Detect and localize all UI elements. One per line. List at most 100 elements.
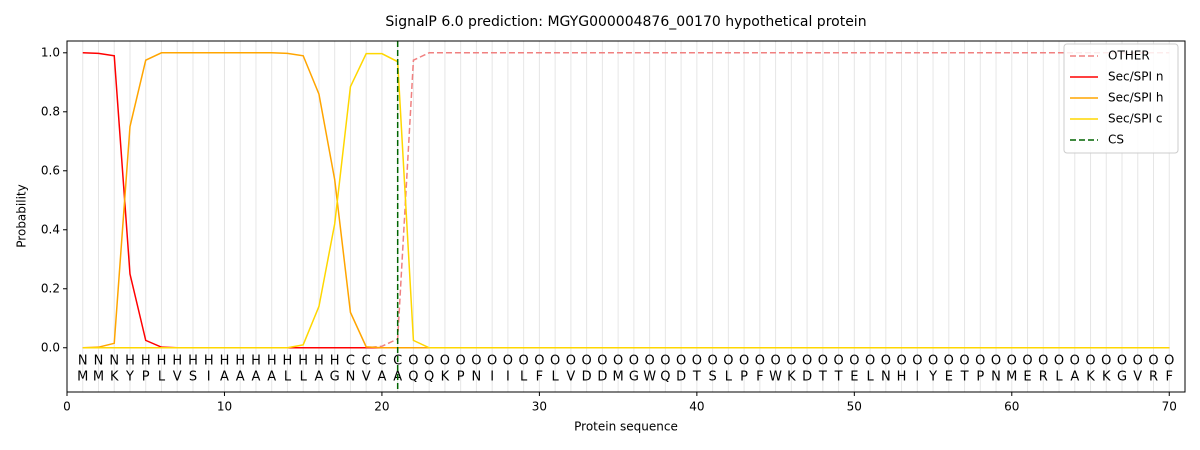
residue: K: [1102, 370, 1111, 385]
residue: V: [1133, 370, 1142, 385]
region-label: H: [298, 354, 308, 369]
residue: P: [142, 370, 150, 385]
residue: Q: [408, 370, 418, 385]
legend-label: Sec/SPI n: [1108, 70, 1163, 84]
region-label: O: [692, 354, 702, 369]
residue: D: [802, 370, 812, 385]
region-label: C: [346, 354, 355, 369]
region-label: O: [629, 354, 639, 369]
y-tick-label: 0.8: [41, 104, 60, 118]
region-label: O: [896, 354, 906, 369]
residue: I: [915, 370, 919, 385]
legend-label: Sec/SPI h: [1108, 91, 1163, 105]
residue: N: [881, 370, 891, 385]
region-label: N: [94, 354, 104, 369]
residue: K: [441, 370, 450, 385]
residue: T: [692, 370, 701, 385]
region-label: O: [833, 354, 843, 369]
region-label: O: [424, 354, 434, 369]
x-tick-label: 70: [1162, 400, 1177, 414]
region-label: O: [755, 354, 765, 369]
region-label: O: [550, 354, 560, 369]
residue: A: [267, 370, 276, 385]
y-tick-label: 0.4: [41, 222, 60, 236]
residue: L: [725, 370, 733, 385]
residue: M: [93, 370, 104, 385]
region-label: O: [1148, 354, 1158, 369]
residue: A: [314, 370, 323, 385]
region-label: O: [1101, 354, 1111, 369]
region-label: O: [928, 354, 938, 369]
region-label: H: [267, 354, 277, 369]
residue: A: [236, 370, 245, 385]
region-label: O: [503, 354, 513, 369]
series-line: [82, 52, 1170, 349]
residue: L: [520, 370, 528, 385]
residue: L: [284, 370, 292, 385]
residue: T: [834, 370, 843, 385]
residue: K: [1086, 370, 1095, 385]
region-label: O: [645, 354, 655, 369]
residue: A: [252, 370, 261, 385]
x-axis-label: Protein sequence: [574, 420, 678, 434]
residue: K: [787, 370, 796, 385]
region-label: O: [566, 354, 576, 369]
region-label: H: [283, 354, 293, 369]
region-label: O: [959, 354, 969, 369]
residue: S: [708, 370, 716, 385]
residue: P: [457, 370, 465, 385]
region-label: O: [707, 354, 717, 369]
residue: R: [1039, 370, 1048, 385]
residue: T: [960, 370, 969, 385]
legend-label: Sec/SPI c: [1108, 112, 1162, 126]
residue: V: [173, 370, 182, 385]
residue: V: [566, 370, 575, 385]
region-label: O: [519, 354, 529, 369]
residue: K: [110, 370, 119, 385]
x-tick-label: 10: [217, 400, 232, 414]
y-axis-label: Probability: [15, 184, 29, 247]
residue: D: [676, 370, 686, 385]
region-label: O: [1022, 354, 1032, 369]
region-label: O: [456, 354, 466, 369]
region-label: C: [377, 354, 386, 369]
residue: F: [1166, 370, 1173, 385]
residue: Y: [125, 370, 134, 385]
region-label: O: [1085, 354, 1095, 369]
region-label: O: [1054, 354, 1064, 369]
residue: N: [991, 370, 1001, 385]
y-tick-label: 0.2: [41, 281, 60, 295]
region-label: O: [1164, 354, 1174, 369]
region-label: H: [157, 354, 167, 369]
legend-label: CS: [1108, 133, 1124, 147]
residue: L: [552, 370, 560, 385]
region-label: O: [975, 354, 985, 369]
region-label: O: [534, 354, 544, 369]
residue: D: [582, 370, 592, 385]
residue: I: [506, 370, 510, 385]
region-label: O: [440, 354, 450, 369]
residue: M: [1006, 370, 1017, 385]
region-label: O: [991, 354, 1001, 369]
residue: M: [77, 370, 88, 385]
region-label: O: [944, 354, 954, 369]
residue: D: [597, 370, 607, 385]
residue: S: [189, 370, 197, 385]
region-label: C: [362, 354, 371, 369]
region-label: O: [723, 354, 733, 369]
residue: G: [330, 370, 340, 385]
region-label: O: [1070, 354, 1080, 369]
region-label: O: [1117, 354, 1127, 369]
series-line: [82, 52, 1170, 349]
residue: A: [377, 370, 386, 385]
region-label: H: [235, 354, 245, 369]
region-label: H: [125, 354, 135, 369]
legend-box: [1063, 43, 1179, 154]
region-label: N: [109, 354, 119, 369]
region-label: O: [818, 354, 828, 369]
y-tick-label: 0.6: [41, 163, 60, 177]
region-label: O: [912, 354, 922, 369]
region-label: H: [330, 354, 340, 369]
region-label: N: [78, 354, 88, 369]
